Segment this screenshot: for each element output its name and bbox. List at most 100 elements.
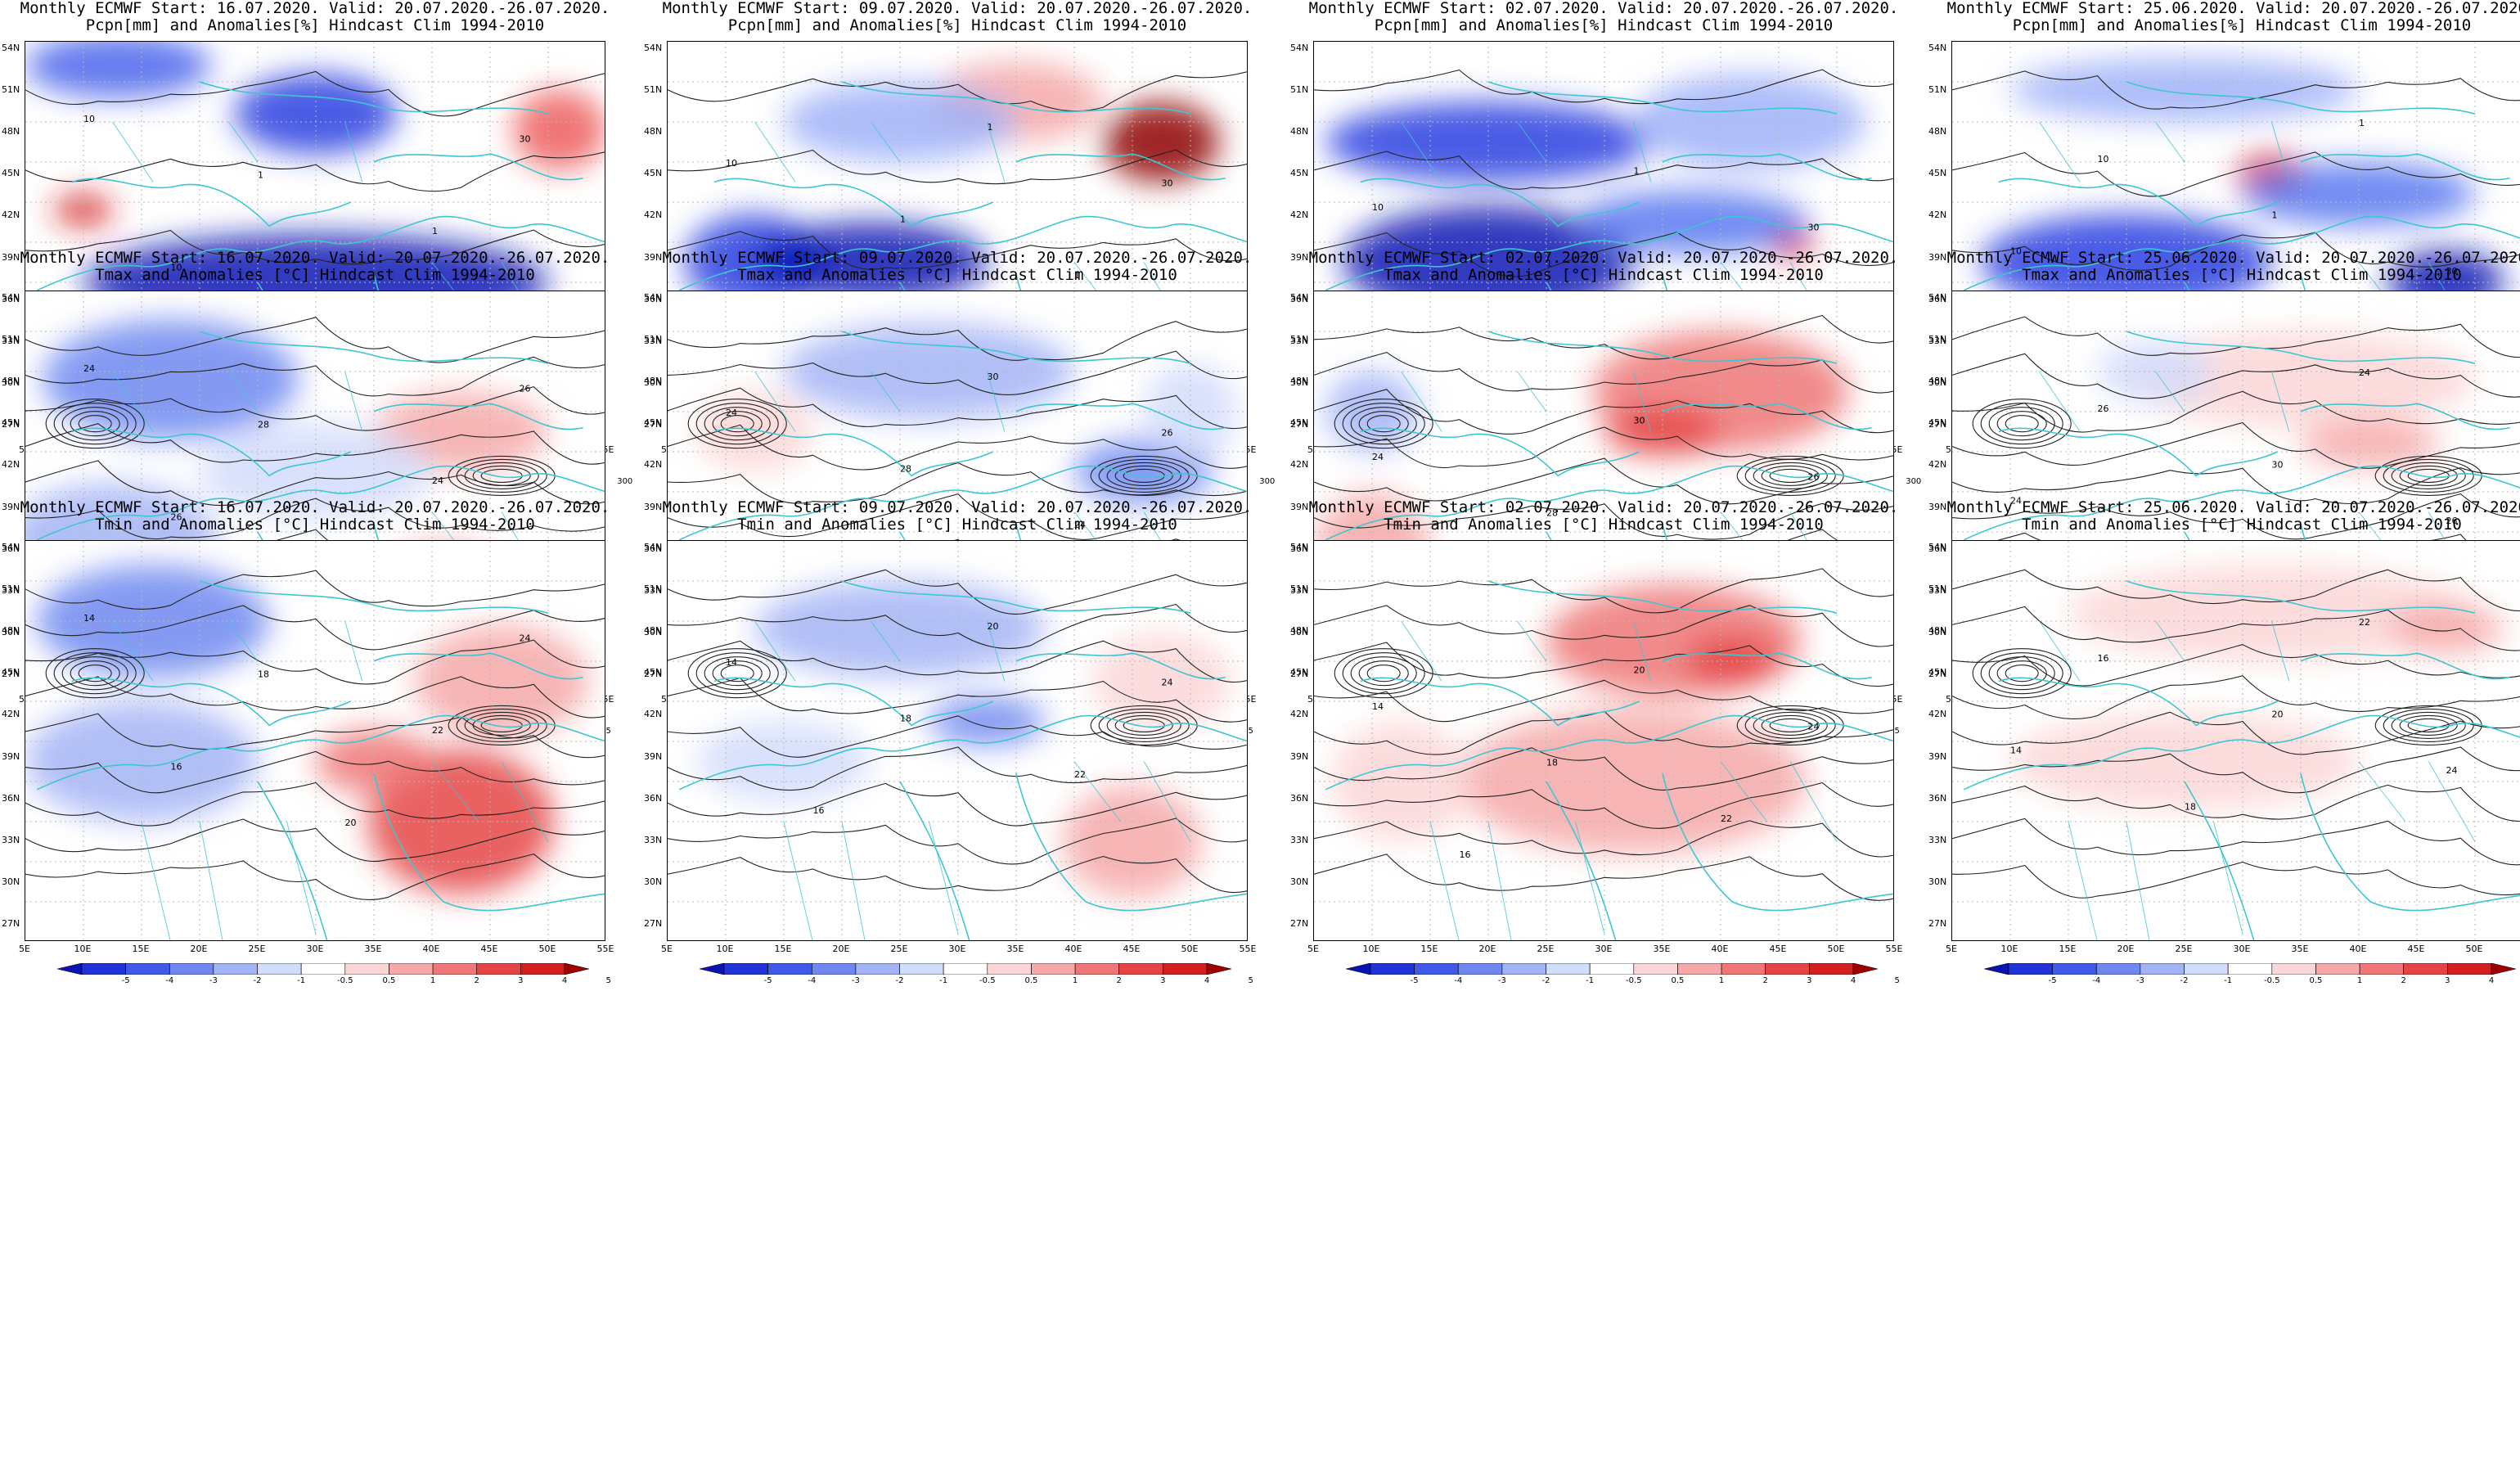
coastline <box>373 403 583 430</box>
lat-tick-label: 42N <box>644 209 663 221</box>
lon-tick-label: 10E <box>74 944 92 954</box>
lat-tick-label: 42N <box>644 709 663 720</box>
panel-title-variable: Tmax and Anomalies [°C] Hindcast Clim 19… <box>95 266 535 284</box>
colorbar-arrow-low <box>57 963 83 975</box>
contour-label: 24 <box>1162 677 1173 687</box>
lon-tick-label: 50E <box>2465 944 2483 954</box>
colorbar-bin <box>1721 963 1766 975</box>
contour-line <box>668 569 1247 615</box>
colorbar-tick-label: -3 <box>1497 976 1506 985</box>
contour-line <box>668 677 1247 723</box>
coastline <box>36 465 605 541</box>
contour-label: 1 <box>2359 118 2365 128</box>
anomaly-region <box>1331 721 1471 842</box>
colorbar-bin <box>125 963 170 975</box>
contour-line <box>668 855 1247 894</box>
lat-tick-label: 45N <box>1290 417 1309 429</box>
coastline <box>1360 178 1640 227</box>
colorbar-bin <box>1501 963 1546 975</box>
contour-line <box>668 231 1247 270</box>
colorbar-bin <box>2447 963 2492 975</box>
coastline <box>1015 652 1226 680</box>
lat-tick-label: 54N <box>2 43 20 53</box>
contour-line <box>25 853 605 900</box>
border-line <box>2358 761 2406 822</box>
contour-line <box>1952 569 2520 611</box>
contour-line <box>61 656 128 691</box>
lat-tick-label: 48N <box>1290 625 1309 637</box>
lat-tick-label: 48N <box>1928 625 1947 637</box>
colorbar-arrow-high <box>2491 963 2516 975</box>
contour-label: 26 <box>171 511 182 522</box>
contour-line <box>1366 664 1401 682</box>
contour-label: 30 <box>1808 222 1820 232</box>
contour-label: 18 <box>1546 757 1558 768</box>
colorbar-tick-label: 0.5 <box>382 976 396 985</box>
colorbar-arrow-low <box>1984 963 2009 975</box>
lat-tick-label: 36N <box>1928 293 1947 304</box>
lat-tick-label: 33N <box>2 584 20 596</box>
lat-tick-label: 45N <box>2 667 20 678</box>
lon-tick-label: 50E <box>1181 944 1199 954</box>
anomaly-region <box>316 729 432 794</box>
coastline <box>373 652 583 680</box>
contour-line <box>1952 70 2520 110</box>
border-line <box>2155 121 2185 163</box>
colorbar-tick-label: -0.5 <box>2264 976 2280 985</box>
border-line <box>228 620 259 662</box>
lat-tick-label: 51N <box>1928 334 1947 345</box>
coastlines <box>36 580 605 940</box>
contour-line <box>1314 605 1893 647</box>
lat-tick-label: 48N <box>1928 376 1947 387</box>
border-line <box>112 121 154 182</box>
lat-tick-label: 48N <box>1928 126 1947 137</box>
contour-label: 16 <box>1460 849 1471 860</box>
lat-tick-label: 45N <box>644 667 663 678</box>
contour-label: 1 <box>2272 210 2278 221</box>
colorbar-bin <box>1809 963 1854 975</box>
contour-label: 30 <box>988 372 999 382</box>
anomaly-region <box>2010 57 2359 122</box>
colorbar-bin <box>1163 963 1208 975</box>
border-line <box>1789 761 1838 842</box>
contour-line <box>704 656 771 691</box>
border-line <box>344 121 363 182</box>
lat-tick-label: 39N <box>1290 750 1309 762</box>
lat-tick-label: 36N <box>644 293 663 304</box>
border-line <box>754 121 796 182</box>
contour-line <box>1106 462 1181 489</box>
contour-line <box>45 399 145 449</box>
coastline <box>257 781 328 940</box>
contour-line <box>712 411 763 437</box>
colorbar-arrow-high <box>1852 963 1878 975</box>
colorbar <box>1984 963 2516 975</box>
lat-tick-label: 48N <box>2 625 20 637</box>
border-line <box>286 821 317 935</box>
colorbar-bin <box>2052 963 2097 975</box>
coastline <box>2126 331 2476 364</box>
colorbar-bin <box>389 963 434 975</box>
lon-tick-label: 40E <box>422 944 440 954</box>
lon-tick-label: 45E <box>2407 944 2425 954</box>
coastline <box>713 677 993 727</box>
border-line <box>1575 821 1605 935</box>
contour-line <box>695 652 779 695</box>
country-borders <box>112 620 549 940</box>
lon-tick-label: 25E <box>1537 944 1555 954</box>
contour-line <box>1952 353 2520 399</box>
coastline <box>713 178 993 227</box>
contour-line <box>25 460 605 507</box>
contour-line <box>1996 411 2047 437</box>
lat-tick-label: 54N <box>1290 292 1309 303</box>
coastline <box>2126 81 2476 115</box>
contour-label: 30 <box>2446 266 2458 277</box>
panel-title-variable: Tmax and Anomalies [°C] Hindcast Clim 19… <box>2022 266 2462 284</box>
colorbar-bin <box>257 963 302 975</box>
contour-label: 20 <box>1634 665 1645 676</box>
colorbar-tick-label: 3 <box>1807 976 1812 985</box>
contour-line <box>1980 403 2063 445</box>
coastline <box>71 427 351 477</box>
lat-tick-label: 48N <box>1290 126 1309 137</box>
contour-line <box>464 711 539 739</box>
